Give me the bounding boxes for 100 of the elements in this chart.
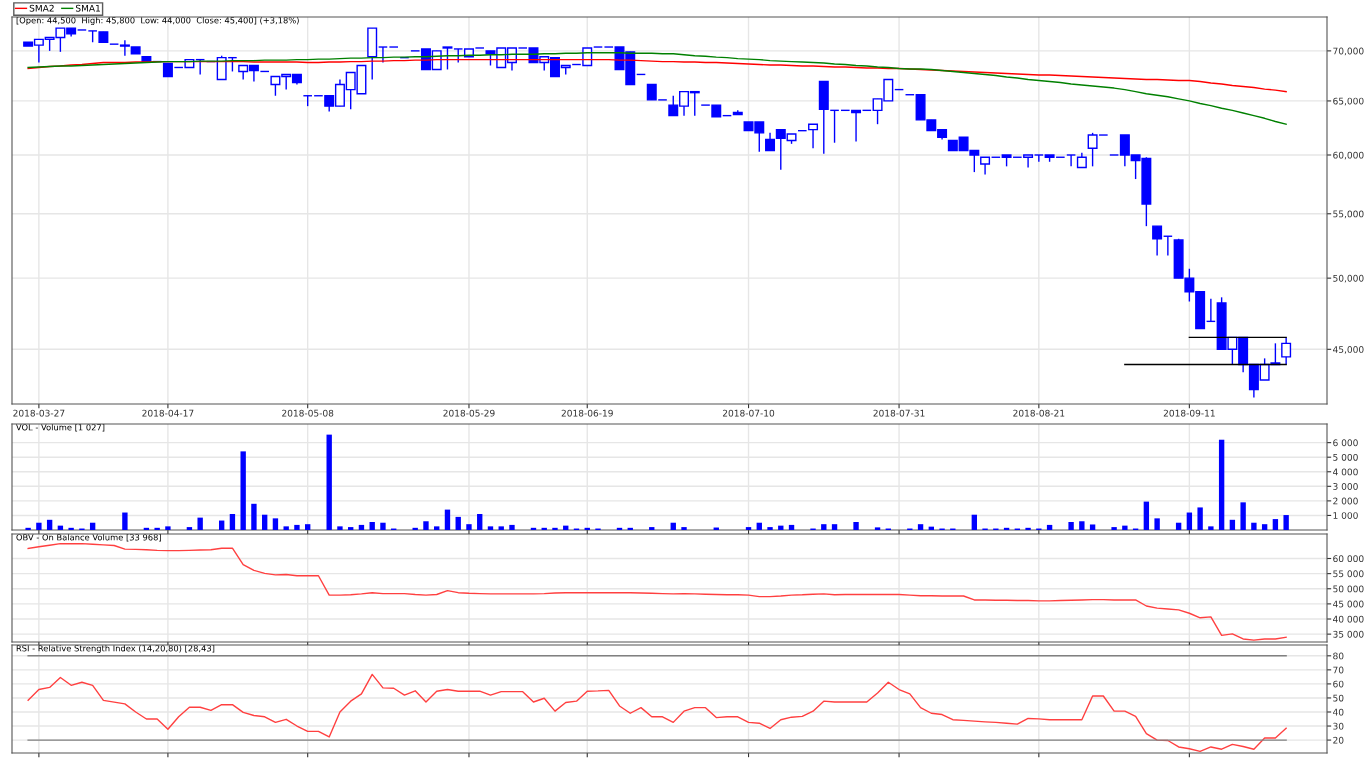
bar: [1197, 507, 1203, 530]
bar: [917, 524, 924, 530]
y-tick-label: 55 000: [1333, 570, 1364, 578]
candlestick: [808, 123, 819, 149]
bar: [154, 527, 160, 530]
y-tick-label: 40: [1333, 708, 1344, 716]
bar: [1283, 515, 1289, 530]
y-tick-label: 6 000: [1333, 439, 1358, 447]
y-tick-label: 50 000: [1333, 585, 1364, 593]
bar: [1261, 524, 1268, 530]
bar: [89, 522, 96, 530]
bar: [756, 522, 762, 530]
candlestick: [1152, 225, 1163, 257]
chart-title: OBV - On Balance Volume [33 968]: [16, 534, 161, 542]
chart-title: [Open: 44,500 High: 45,800 Low: 44,000 Close: 45,400] (+3,18%): [16, 17, 299, 26]
bar: [283, 526, 289, 530]
bar: [1111, 527, 1117, 530]
y-tick-label: 50: [1333, 694, 1344, 702]
x-tick-label: 2018-05-08: [282, 409, 334, 417]
bar: [434, 526, 440, 530]
candlestick: [1033, 154, 1044, 163]
bar: [649, 527, 655, 530]
x-tick-label: 2018-05-29: [443, 409, 495, 417]
bar: [369, 521, 375, 530]
x-tick-label: 2018-07-31: [873, 409, 925, 417]
y-tick-label: 2 000: [1333, 497, 1358, 505]
y-tick-label: 45 000: [1333, 600, 1364, 608]
bar: [831, 524, 838, 530]
bar: [348, 527, 354, 530]
y-tick-label: 65,000: [1333, 97, 1364, 106]
bar: [1251, 522, 1257, 530]
bar: [466, 524, 472, 530]
candlestick: [377, 46, 388, 64]
bar: [261, 514, 268, 530]
bar: [1272, 519, 1279, 530]
x-tick-label: 2018-06-19: [561, 409, 613, 417]
bar: [380, 522, 386, 530]
bar: [455, 516, 461, 530]
bar: [670, 522, 676, 530]
y-tick-label: 50,000: [1333, 274, 1364, 283]
y-tick-label: 5 000: [1333, 453, 1358, 461]
bar: [1186, 512, 1193, 530]
bar: [1229, 519, 1236, 530]
bar: [971, 514, 978, 530]
bar: [853, 521, 859, 530]
y-tick-label: 70: [1333, 666, 1344, 674]
bar: [1079, 521, 1085, 530]
bar: [251, 503, 257, 530]
bar: [788, 524, 795, 530]
y-tick-label: 30: [1333, 722, 1344, 730]
bar: [25, 527, 31, 530]
y-tick-label: 20: [1333, 736, 1344, 744]
legend-label: SMA1: [75, 4, 100, 12]
bar: [444, 509, 451, 530]
x-tick-label: 2018-04-17: [142, 409, 194, 417]
x-tick-label: 2018-07-10: [722, 409, 775, 417]
y-tick-label: 4 000: [1333, 468, 1358, 476]
bar: [68, 527, 74, 530]
bar: [36, 522, 42, 530]
bar: [487, 526, 494, 530]
bar: [186, 527, 193, 530]
y-tick-label: 40 000: [1333, 615, 1364, 623]
line-series: [27, 673, 1287, 753]
y-tick-label: 60 000: [1333, 555, 1364, 563]
bar: [1218, 439, 1225, 530]
bar: [1208, 526, 1214, 530]
bar: [1122, 525, 1128, 530]
bar: [745, 527, 752, 530]
bar: [229, 513, 236, 530]
bar: [337, 526, 343, 530]
bar: [1025, 527, 1031, 530]
bar: [681, 527, 687, 530]
y-tick-label: 60,000: [1333, 151, 1364, 160]
bar: [1046, 524, 1053, 530]
y-tick-label: 55,000: [1333, 210, 1364, 219]
bar: [46, 519, 53, 530]
candlestick: [1281, 336, 1292, 366]
candlestick: [442, 46, 453, 71]
x-tick-label: 2018-09-11: [1163, 409, 1215, 417]
y-tick-label: 35 000: [1333, 630, 1364, 638]
bar: [552, 527, 558, 530]
bar: [1175, 522, 1182, 530]
bar: [294, 524, 300, 530]
line-series: [27, 542, 1287, 641]
bar: [197, 517, 203, 530]
bar: [358, 524, 365, 530]
bar: [767, 527, 773, 530]
x-tick-label: 2018-08-21: [1013, 409, 1065, 417]
bar: [821, 524, 827, 530]
y-tick-label: 60: [1333, 680, 1344, 688]
bar: [498, 526, 504, 530]
y-tick-label: 1 000: [1333, 512, 1358, 519]
bar: [509, 524, 515, 530]
bar: [305, 524, 311, 530]
bar: [122, 512, 128, 530]
bar: [326, 434, 332, 530]
bar: [1154, 518, 1160, 530]
bar: [272, 518, 279, 530]
chart-title: VOL - Volume [1 027]: [16, 424, 105, 432]
y-tick-label: 45,000: [1333, 346, 1364, 354]
